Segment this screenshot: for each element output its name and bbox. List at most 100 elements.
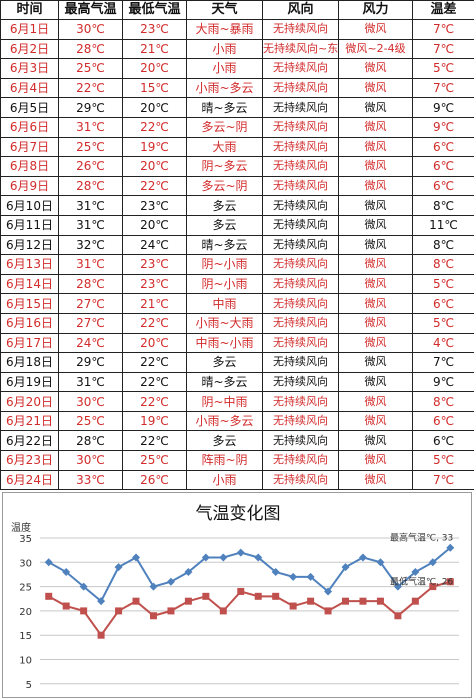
cell-low: 22℃ xyxy=(122,430,187,452)
data-point-low xyxy=(272,592,280,600)
data-point-low xyxy=(202,592,210,600)
cell-wind-direction: 无持续风向 xyxy=(262,430,339,452)
cell-high: 33℃ xyxy=(58,469,123,491)
cell-date: 6月13日 xyxy=(0,254,59,275)
table-row: 6月12日 32℃ 24℃ 晴~多云 无持续风向 微风 8℃ xyxy=(0,234,474,256)
data-point-high xyxy=(166,577,175,586)
cell-high: 28℃ xyxy=(58,175,123,197)
table-row: 6月18日 29℃ 22℃ 多云 无持续风向 微风 7℃ xyxy=(0,352,474,373)
y-tick-label: 20 xyxy=(19,607,32,618)
cell-wind-direction: 无持续风向 xyxy=(262,450,339,471)
cell-weather: 小雨~多云 xyxy=(186,77,263,99)
cell-weather: 中雨 xyxy=(186,293,263,314)
cell-wind-force: 微风 xyxy=(338,97,413,118)
cell-date: 6月16日 xyxy=(0,312,59,334)
data-point-low xyxy=(359,597,367,605)
cell-wind-force: 微风 xyxy=(338,312,413,334)
cell-low: 23℃ xyxy=(122,273,187,295)
table-row: 6月9日 28℃ 22℃ 多云~阴 无持续风向 微风 6℃ xyxy=(0,175,474,197)
data-point-high xyxy=(201,553,210,562)
data-point-high xyxy=(358,553,367,562)
cell-wind-force: 微风 xyxy=(338,450,413,471)
data-point-low xyxy=(132,597,140,605)
data-point-low xyxy=(97,631,105,639)
cell-wind-force: 微风 xyxy=(338,58,413,79)
cell-weather: 晴~多云 xyxy=(186,234,263,256)
data-point-high xyxy=(149,582,158,591)
cell-wind-direction: 无持续风向 xyxy=(262,371,339,393)
chart-title: 气温变化图 xyxy=(196,504,281,524)
series-line-low xyxy=(48,580,451,637)
table-row: 6月16日 27℃ 22℃ 小雨~大雨 无持续风向 微风 5℃ xyxy=(0,312,474,334)
cell-wind-force: 微风 xyxy=(338,273,413,295)
cell-date: 6月4日 xyxy=(0,77,59,99)
cell-weather: 小雨 xyxy=(186,469,263,491)
table-row: 6月5日 29℃ 20℃ 晴~多云 无持续风向 微风 9℃ xyxy=(0,97,474,118)
cell-temp-diff: 7℃ xyxy=(412,469,474,491)
data-point-high xyxy=(184,568,193,577)
cell-wind-direction: 无持续风向 xyxy=(262,175,339,197)
cell-low: 20℃ xyxy=(122,58,187,79)
cell-high: 24℃ xyxy=(58,332,123,354)
cell-wind-force: 微风 xyxy=(338,234,413,256)
cell-temp-diff: 7℃ xyxy=(412,352,474,373)
cell-weather: 多云~阴 xyxy=(186,175,263,197)
table-row: 6月11日 31℃ 20℃ 多云 无持续风向 微风 11℃ xyxy=(0,214,474,236)
data-point-low xyxy=(167,607,175,615)
data-point-high xyxy=(97,597,106,606)
cell-high: 29℃ xyxy=(58,97,123,118)
cell-temp-diff: 9℃ xyxy=(412,116,474,138)
data-point-low xyxy=(184,597,192,605)
data-point-high xyxy=(376,558,385,567)
y-tick-label: 35 xyxy=(19,534,32,545)
y-tick-label: 10 xyxy=(19,656,32,667)
cell-weather: 阴~小雨 xyxy=(186,254,263,275)
cell-low: 20℃ xyxy=(122,97,187,118)
header-temp-diff: 温差 xyxy=(412,0,474,20)
data-point-high xyxy=(271,568,280,577)
cell-high: 26℃ xyxy=(58,156,123,177)
cell-date: 6月15日 xyxy=(0,293,59,314)
cell-low: 22℃ xyxy=(122,312,187,334)
table-header-row: 时间 最高气温 最低气温 天气 风向 风力 温差 xyxy=(0,0,474,20)
cell-high: 27℃ xyxy=(58,293,123,314)
table-row: 6月23日 30℃ 25℃ 阵雨~阴 无持续风向 微风 5℃ xyxy=(0,450,474,471)
cell-temp-diff: 6℃ xyxy=(412,293,474,314)
cell-wind-direction: 无持续风向 xyxy=(262,214,339,236)
cell-low: 22℃ xyxy=(122,175,187,197)
cell-high: 30℃ xyxy=(58,450,123,471)
cell-date: 6月10日 xyxy=(0,195,59,216)
table-row: 6月8日 26℃ 20℃ 阴~多云 无持续风向 微风 6℃ xyxy=(0,156,474,177)
cell-temp-diff: 11℃ xyxy=(412,214,474,236)
y-tick-label: 15 xyxy=(19,631,32,642)
table-row: 6月13日 31℃ 23℃ 阴~小雨 无持续风向 微风 8℃ xyxy=(0,254,474,275)
table-row: 6月6日 31℃ 22℃ 多云~阴 无持续风向 微风 9℃ xyxy=(0,116,474,138)
cell-weather: 多云 xyxy=(186,352,263,373)
cell-date: 6月17日 xyxy=(0,332,59,354)
cell-wind-force: 微风 xyxy=(338,254,413,275)
weather-table: 时间 最高气温 最低气温 天气 风向 风力 温差 6月1日 30℃ 23℃ 大雨~暴雨… xyxy=(0,0,474,491)
cell-high: 22℃ xyxy=(58,77,123,99)
cell-wind-force: 微风 xyxy=(338,352,413,373)
cell-weather: 多云 xyxy=(186,214,263,236)
cell-weather: 阴~小雨 xyxy=(186,273,263,295)
cell-weather: 小雨~多云 xyxy=(186,410,263,432)
cell-weather: 小雨 xyxy=(186,58,263,79)
data-point-low xyxy=(429,583,437,591)
cell-date: 6月6日 xyxy=(0,116,59,138)
cell-low: 22℃ xyxy=(122,371,187,393)
table-body: 6月1日 30℃ 23℃ 大雨~暴雨 无持续风向 微风 7℃ 6月2日 28℃ 21℃ 小雨 无持续风… xyxy=(0,19,474,491)
cell-temp-diff: 9℃ xyxy=(412,371,474,393)
cell-low: 20℃ xyxy=(122,214,187,236)
table-row: 6月7日 25℃ 19℃ 大雨 无持续风向 微风 6℃ xyxy=(0,136,474,158)
cell-high: 27℃ xyxy=(58,312,123,334)
cell-low: 21℃ xyxy=(122,38,187,60)
cell-high: 30℃ xyxy=(58,19,123,40)
cell-temp-diff: 8℃ xyxy=(412,391,474,412)
cell-wind-direction: 无持续风向 xyxy=(262,116,339,138)
cell-weather: 小雨 xyxy=(186,38,263,60)
cell-low: 22℃ xyxy=(122,391,187,412)
data-point-high xyxy=(341,563,350,572)
